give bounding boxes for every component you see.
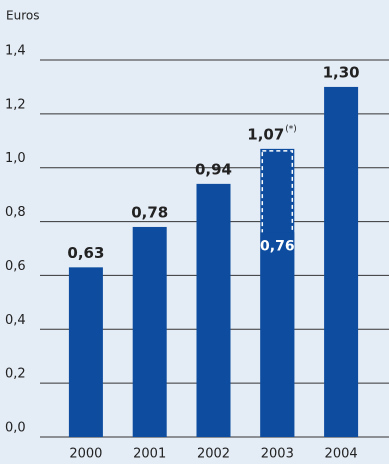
y-tick-label: 0,6 [5,259,26,274]
bar [132,226,167,437]
y-tick-label: 1,4 [5,44,26,59]
bar [324,86,359,437]
y-tick-label: 0,2 [5,367,26,382]
x-tick-label: 2000 [69,447,102,462]
bar [68,267,103,437]
x-tick-label: 2001 [133,447,166,462]
y-tick-label: 0,0 [5,421,26,436]
value-label: 0,78 [131,203,168,221]
bar [260,232,295,437]
x-tick-label: 2003 [261,447,294,462]
bar [196,183,231,437]
x-tick-label: 2004 [325,447,358,462]
y-axis-label: Euros [6,9,39,23]
value-label: 0,94 [195,160,232,178]
y-tick-label: 1,2 [5,97,26,112]
value-label: 1,30 [323,63,360,81]
value-label: 0,76 [260,238,295,254]
annotation: (*) [285,124,297,134]
value-label: 1,07 [247,125,284,143]
y-tick-label: 0,8 [5,205,26,220]
value-label: 0,63 [67,244,104,262]
y-tick-label: 0,4 [5,313,26,328]
x-tick-label: 2002 [197,447,230,462]
y-tick-label: 1,0 [5,151,26,166]
